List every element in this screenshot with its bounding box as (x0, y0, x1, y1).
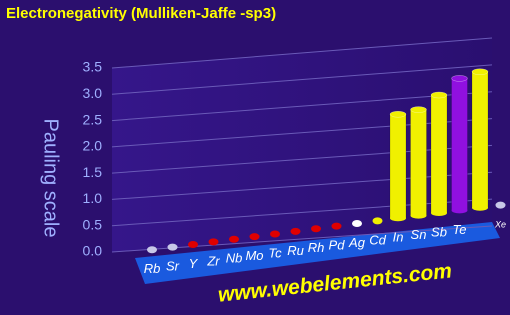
bar-top (471, 68, 489, 76)
y-tick-label: 2.0 (83, 138, 103, 154)
bar-top (410, 106, 427, 113)
bar (471, 71, 489, 209)
no-data-dot (352, 220, 362, 228)
grid-line (111, 91, 493, 122)
no-data-dot (311, 225, 321, 233)
bar (451, 78, 468, 211)
grid-line (111, 144, 493, 174)
grid-line (111, 171, 493, 200)
x-tick-label: Y (189, 256, 199, 271)
x-tick-label: Sr (166, 259, 180, 274)
y-axis-label: Pauling scale (40, 119, 62, 238)
bar-top (430, 91, 448, 99)
bar (389, 114, 407, 219)
bar-top (451, 75, 468, 82)
x-tick-label: Zr (206, 253, 220, 268)
bar-base (472, 204, 488, 211)
no-data-dot (331, 222, 342, 230)
no-data-dot (270, 230, 280, 238)
grid-line (111, 118, 493, 148)
grid-line (111, 37, 493, 69)
no-data-dot (167, 243, 178, 251)
x-tick-label: Pd (329, 238, 346, 253)
floor-slab (135, 222, 500, 284)
x-tick-label: Sb (431, 224, 447, 239)
x-tick-label: Te (453, 222, 467, 237)
grid-line (111, 198, 493, 227)
grid-line (111, 64, 493, 95)
x-tick-label: Rh (308, 240, 325, 255)
x-tick-label: Mo (245, 248, 263, 263)
bar-base (390, 215, 406, 222)
x-tick-label: Sn (411, 227, 427, 242)
no-data-dot (229, 235, 239, 243)
no-data-dot (188, 240, 198, 248)
x-tick-label: Tc (268, 245, 282, 260)
no-data-dot (495, 201, 506, 209)
bar-base (431, 210, 447, 217)
y-tick-label: 3.5 (83, 59, 103, 75)
x-tick-label: Rb (144, 261, 161, 276)
bar (430, 94, 448, 214)
x-tick-label: Xe (494, 220, 506, 230)
no-data-dot (249, 233, 260, 241)
chart-title: Electronegativity (Mulliken-Jaffe -sp3) (6, 5, 276, 22)
y-tick-label: 1.5 (83, 164, 103, 180)
y-tick-label: 0.5 (83, 216, 103, 232)
x-tick-label: In (393, 230, 404, 245)
y-tick-label: 3.0 (83, 85, 103, 101)
bar-base (410, 212, 427, 219)
y-tick-label: 1.0 (83, 190, 103, 206)
x-tick-label: Cd (369, 232, 386, 247)
no-data-dot (208, 238, 219, 246)
no-data-dot (290, 227, 301, 235)
bar-top (389, 111, 407, 118)
x-tick-label: Ru (287, 243, 304, 258)
no-data-dot (372, 217, 383, 225)
x-tick-label: Nb (226, 251, 243, 266)
bar (410, 109, 427, 216)
bar-base (451, 207, 468, 214)
x-tick-label: Ag (348, 235, 366, 250)
no-data-dot (147, 246, 157, 254)
y-tick-label: 2.5 (83, 111, 103, 127)
y-tick-label: 0.0 (83, 243, 103, 259)
